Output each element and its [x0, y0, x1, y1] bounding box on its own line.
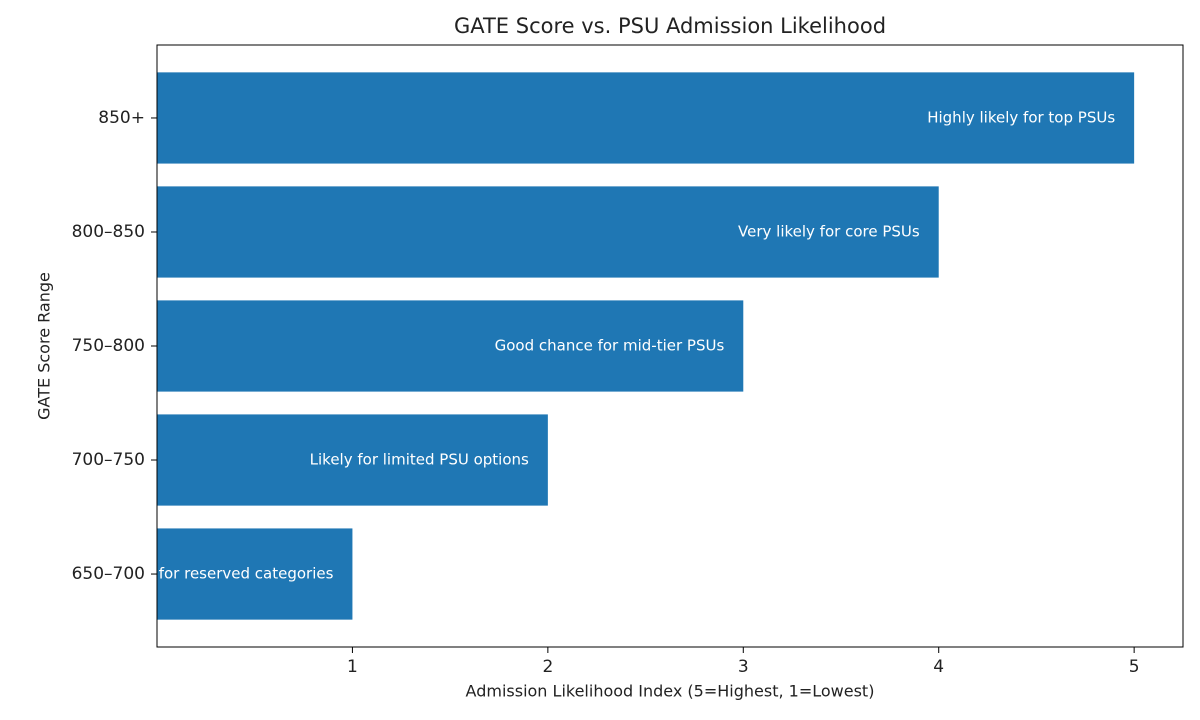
bar-annotation: Possible for reserved categories: [94, 565, 334, 583]
bar: [157, 528, 353, 620]
bar-annotation: Highly likely for top PSUs: [927, 108, 1115, 126]
bar: [157, 72, 1135, 164]
y-tick-label: 850+: [98, 108, 145, 128]
x-tick-label: 4: [933, 657, 944, 677]
x-tick-label: 2: [542, 657, 553, 677]
y-tick-label: 800–850: [72, 222, 145, 242]
bar: [157, 186, 939, 278]
bar: [157, 414, 548, 506]
y-tick-label: 700–750: [72, 450, 145, 470]
chart-title: GATE Score vs. PSU Admission Likelihood: [454, 14, 886, 38]
x-tick-label: 1: [347, 657, 358, 677]
bar: [157, 300, 744, 392]
y-axis-label: GATE Score Range: [35, 272, 54, 420]
y-tick-label: 650–700: [72, 564, 145, 584]
y-tick-label: 750–800: [72, 336, 145, 356]
x-tick-label: 3: [738, 657, 749, 677]
x-axis-label: Admission Likelihood Index (5=Highest, 1…: [466, 682, 875, 701]
bar-annotation: Likely for limited PSU options: [310, 451, 529, 469]
plot-area: Highly likely for top PSUs Very likely fo…: [94, 72, 1135, 620]
bar-annotation: Very likely for core PSUs: [738, 222, 920, 240]
x-tick-label: 5: [1129, 657, 1140, 677]
bar-annotation: Good chance for mid-tier PSUs: [495, 337, 725, 355]
